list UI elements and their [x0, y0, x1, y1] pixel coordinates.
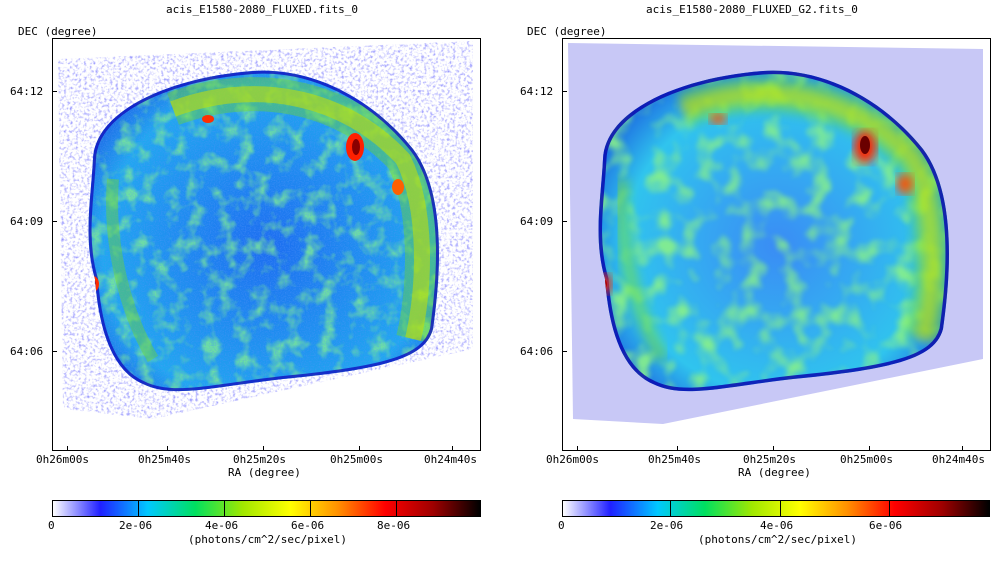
- panel-title: acis_E1580-2080_FLUXED.fits_0: [166, 3, 359, 16]
- x-tick-label: 0h25m40s: [138, 453, 191, 466]
- x-tick-mark: [962, 446, 963, 451]
- y-tick-label: 64:12: [10, 85, 44, 98]
- y-tick-label: 64:09: [10, 215, 44, 228]
- sky-image: [568, 43, 983, 424]
- image-frame[interactable]: [562, 38, 991, 451]
- colorbar-tick: [396, 501, 397, 517]
- x-tick-label: 0h26m00s: [36, 453, 89, 466]
- x-tick-mark: [869, 446, 870, 451]
- colorbar-tick: [138, 501, 139, 517]
- colorbar-tick: [889, 501, 890, 517]
- x-tick-label: 0h25m00s: [840, 453, 893, 466]
- x-tick-mark: [452, 446, 453, 451]
- x-tick-mark: [773, 446, 774, 451]
- y-tick-label: 64:06: [520, 345, 554, 358]
- colorbar-tick: [310, 501, 311, 517]
- colorbar-tick: [224, 501, 225, 517]
- colorbar-tick: [780, 501, 781, 517]
- colorbar-tick-label: 2e-06: [650, 519, 684, 532]
- x-tick-label: 0h24m40s: [932, 453, 985, 466]
- x-tick-label: 0h25m00s: [330, 453, 383, 466]
- colorbar-tick-label: 4e-06: [205, 519, 239, 532]
- x-tick-mark: [677, 446, 678, 451]
- y-axis-label: DEC (degree): [527, 25, 607, 38]
- colorbar-tick: [670, 501, 671, 517]
- colorbar-tick-label: 6e-06: [869, 519, 903, 532]
- x-tick-label: 0h25m40s: [648, 453, 701, 466]
- x-axis-label: RA (degree): [228, 466, 301, 479]
- y-tick-mark: [562, 221, 567, 222]
- y-tick-mark: [52, 91, 57, 92]
- x-tick-label: 0h24m40s: [424, 453, 477, 466]
- x-tick-mark: [67, 446, 68, 451]
- colorbar-label: (photons/cm^2/sec/pixel): [188, 533, 347, 546]
- colorbar-tick-label: 4e-06: [760, 519, 794, 532]
- x-tick-mark: [263, 446, 264, 451]
- x-tick-label: 0h25m20s: [233, 453, 286, 466]
- y-tick-label: 64:12: [520, 85, 554, 98]
- colorbar-tick-label: 8e-06: [377, 519, 411, 532]
- colorbar: [52, 500, 481, 517]
- y-tick-mark: [52, 351, 57, 352]
- x-tick-label: 0h25m20s: [743, 453, 796, 466]
- colorbar-tick-label: 0: [558, 519, 565, 532]
- y-tick-label: 64:06: [10, 345, 44, 358]
- colorbar-tick-label: 0: [48, 519, 55, 532]
- colorbar-tick-label: 2e-06: [119, 519, 153, 532]
- image-frame[interactable]: [52, 38, 481, 451]
- x-tick-mark: [577, 446, 578, 451]
- panel-title: acis_E1580-2080_FLUXED_G2.fits_0: [646, 3, 858, 16]
- x-tick-mark: [167, 446, 168, 451]
- y-tick-mark: [562, 91, 567, 92]
- colorbar-tick-label: 6e-06: [291, 519, 325, 532]
- x-tick-label: 0h26m00s: [546, 453, 599, 466]
- sky-image: [58, 41, 473, 419]
- colorbar-label: (photons/cm^2/sec/pixel): [698, 533, 857, 546]
- x-axis-label: RA (degree): [738, 466, 811, 479]
- y-tick-label: 64:09: [520, 215, 554, 228]
- y-axis-label: DEC (degree): [18, 25, 98, 38]
- y-tick-mark: [562, 351, 567, 352]
- x-tick-mark: [359, 446, 360, 451]
- y-tick-mark: [52, 221, 57, 222]
- colorbar: [562, 500, 990, 517]
